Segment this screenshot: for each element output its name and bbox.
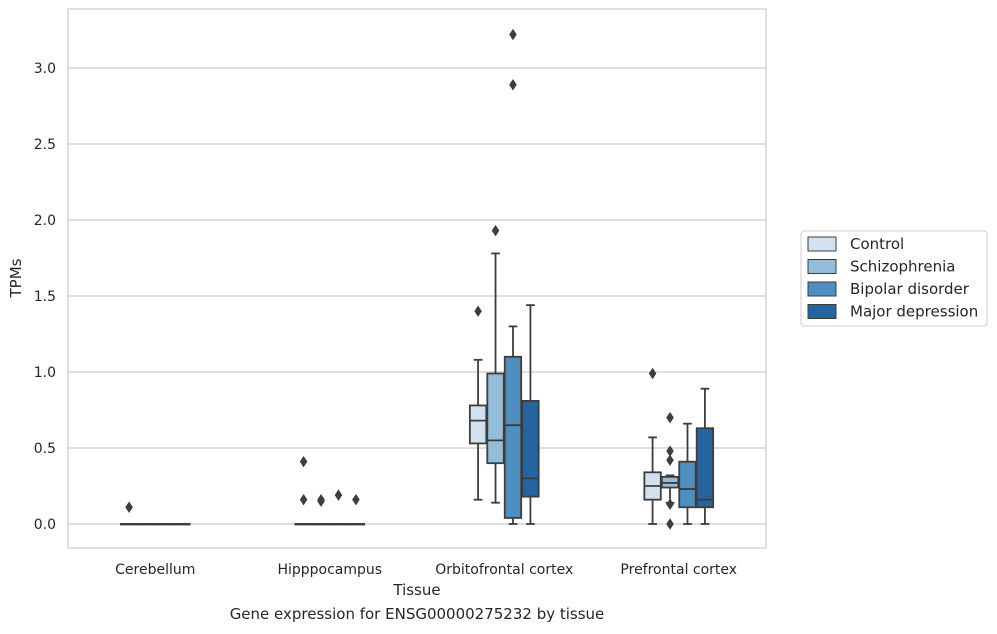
outlier-point bbox=[666, 411, 674, 424]
box-group bbox=[643, 436, 662, 525]
legend-swatch bbox=[807, 304, 837, 319]
outlier-point bbox=[648, 367, 657, 380]
x-axis-label: Tissue bbox=[392, 581, 440, 599]
outlier-point bbox=[491, 224, 500, 237]
box-group bbox=[119, 523, 139, 526]
box-body bbox=[695, 427, 715, 509]
box-group bbox=[137, 523, 156, 526]
box-group bbox=[311, 523, 331, 526]
outlier-point bbox=[474, 305, 482, 317]
outlier-point bbox=[299, 455, 308, 468]
box-group bbox=[486, 252, 505, 504]
outlier-point bbox=[299, 493, 308, 506]
box-group bbox=[468, 358, 488, 501]
box-group bbox=[294, 523, 313, 526]
outlier-points bbox=[125, 28, 674, 530]
legend-label: Control bbox=[850, 235, 904, 253]
outlier-point bbox=[509, 28, 517, 41]
box-body bbox=[503, 355, 523, 519]
box-group bbox=[695, 387, 715, 525]
legend-swatch bbox=[807, 281, 837, 297]
x-tick-label: Hipppocampus bbox=[277, 562, 382, 578]
legend-label: Bipolar disorder bbox=[850, 280, 970, 298]
box-body bbox=[678, 460, 697, 509]
box-group bbox=[329, 523, 348, 526]
box-group bbox=[346, 523, 366, 526]
box-body bbox=[468, 404, 488, 445]
outlier-point bbox=[666, 498, 674, 510]
grid-lines bbox=[68, 67, 766, 525]
y-tick-label: 2.0 bbox=[34, 213, 56, 229]
box-group bbox=[172, 523, 191, 526]
y-tick-label: 0.0 bbox=[34, 517, 56, 533]
outlier-point bbox=[666, 454, 674, 466]
legend-frame bbox=[800, 230, 988, 327]
outlier-point bbox=[125, 501, 133, 514]
y-tick-label: 1.5 bbox=[34, 289, 56, 305]
y-tick-label: 0.5 bbox=[34, 441, 56, 457]
y-tick-label: 1.0 bbox=[34, 365, 56, 381]
y-tick-label: 3.0 bbox=[34, 61, 56, 77]
legend-label: Major depression bbox=[850, 303, 978, 321]
x-axis-ticks: Cerebellum Hipppocampus Orbitofrontal cort… bbox=[115, 562, 737, 578]
outlier-point bbox=[509, 78, 517, 91]
box-group bbox=[154, 523, 174, 526]
x-tick-label: Prefrontal cortex bbox=[620, 562, 737, 578]
y-axis-ticks: 0.0 0.5 1.0 1.5 2.0 2.5 3.0 bbox=[34, 61, 56, 533]
box-elements bbox=[119, 252, 715, 526]
legend-label: Schizophrenia bbox=[850, 258, 955, 276]
legend: Control Schizophrenia Bipolar disorder Majo… bbox=[800, 230, 988, 327]
x-tick-label: Cerebellum bbox=[115, 562, 195, 578]
outlier-point bbox=[666, 518, 674, 530]
box-group bbox=[660, 474, 680, 504]
outlier-point bbox=[352, 493, 360, 506]
box-group bbox=[503, 325, 523, 525]
x-tick-label: Orbitofrontal cortex bbox=[435, 562, 573, 578]
box-group bbox=[521, 304, 540, 525]
box-body bbox=[521, 399, 540, 498]
outlier-point bbox=[317, 493, 325, 506]
box-body bbox=[486, 372, 505, 465]
legend-swatch bbox=[807, 236, 837, 252]
plot-frame bbox=[67, 8, 767, 549]
box-group bbox=[678, 422, 697, 525]
legend-swatch bbox=[807, 259, 837, 274]
y-axis-label: TPMs bbox=[7, 258, 25, 298]
outlier-point bbox=[334, 489, 343, 501]
chart-caption: Gene expression for ENSG00000275232 by t… bbox=[229, 605, 605, 623]
y-tick-label: 2.5 bbox=[34, 137, 56, 153]
